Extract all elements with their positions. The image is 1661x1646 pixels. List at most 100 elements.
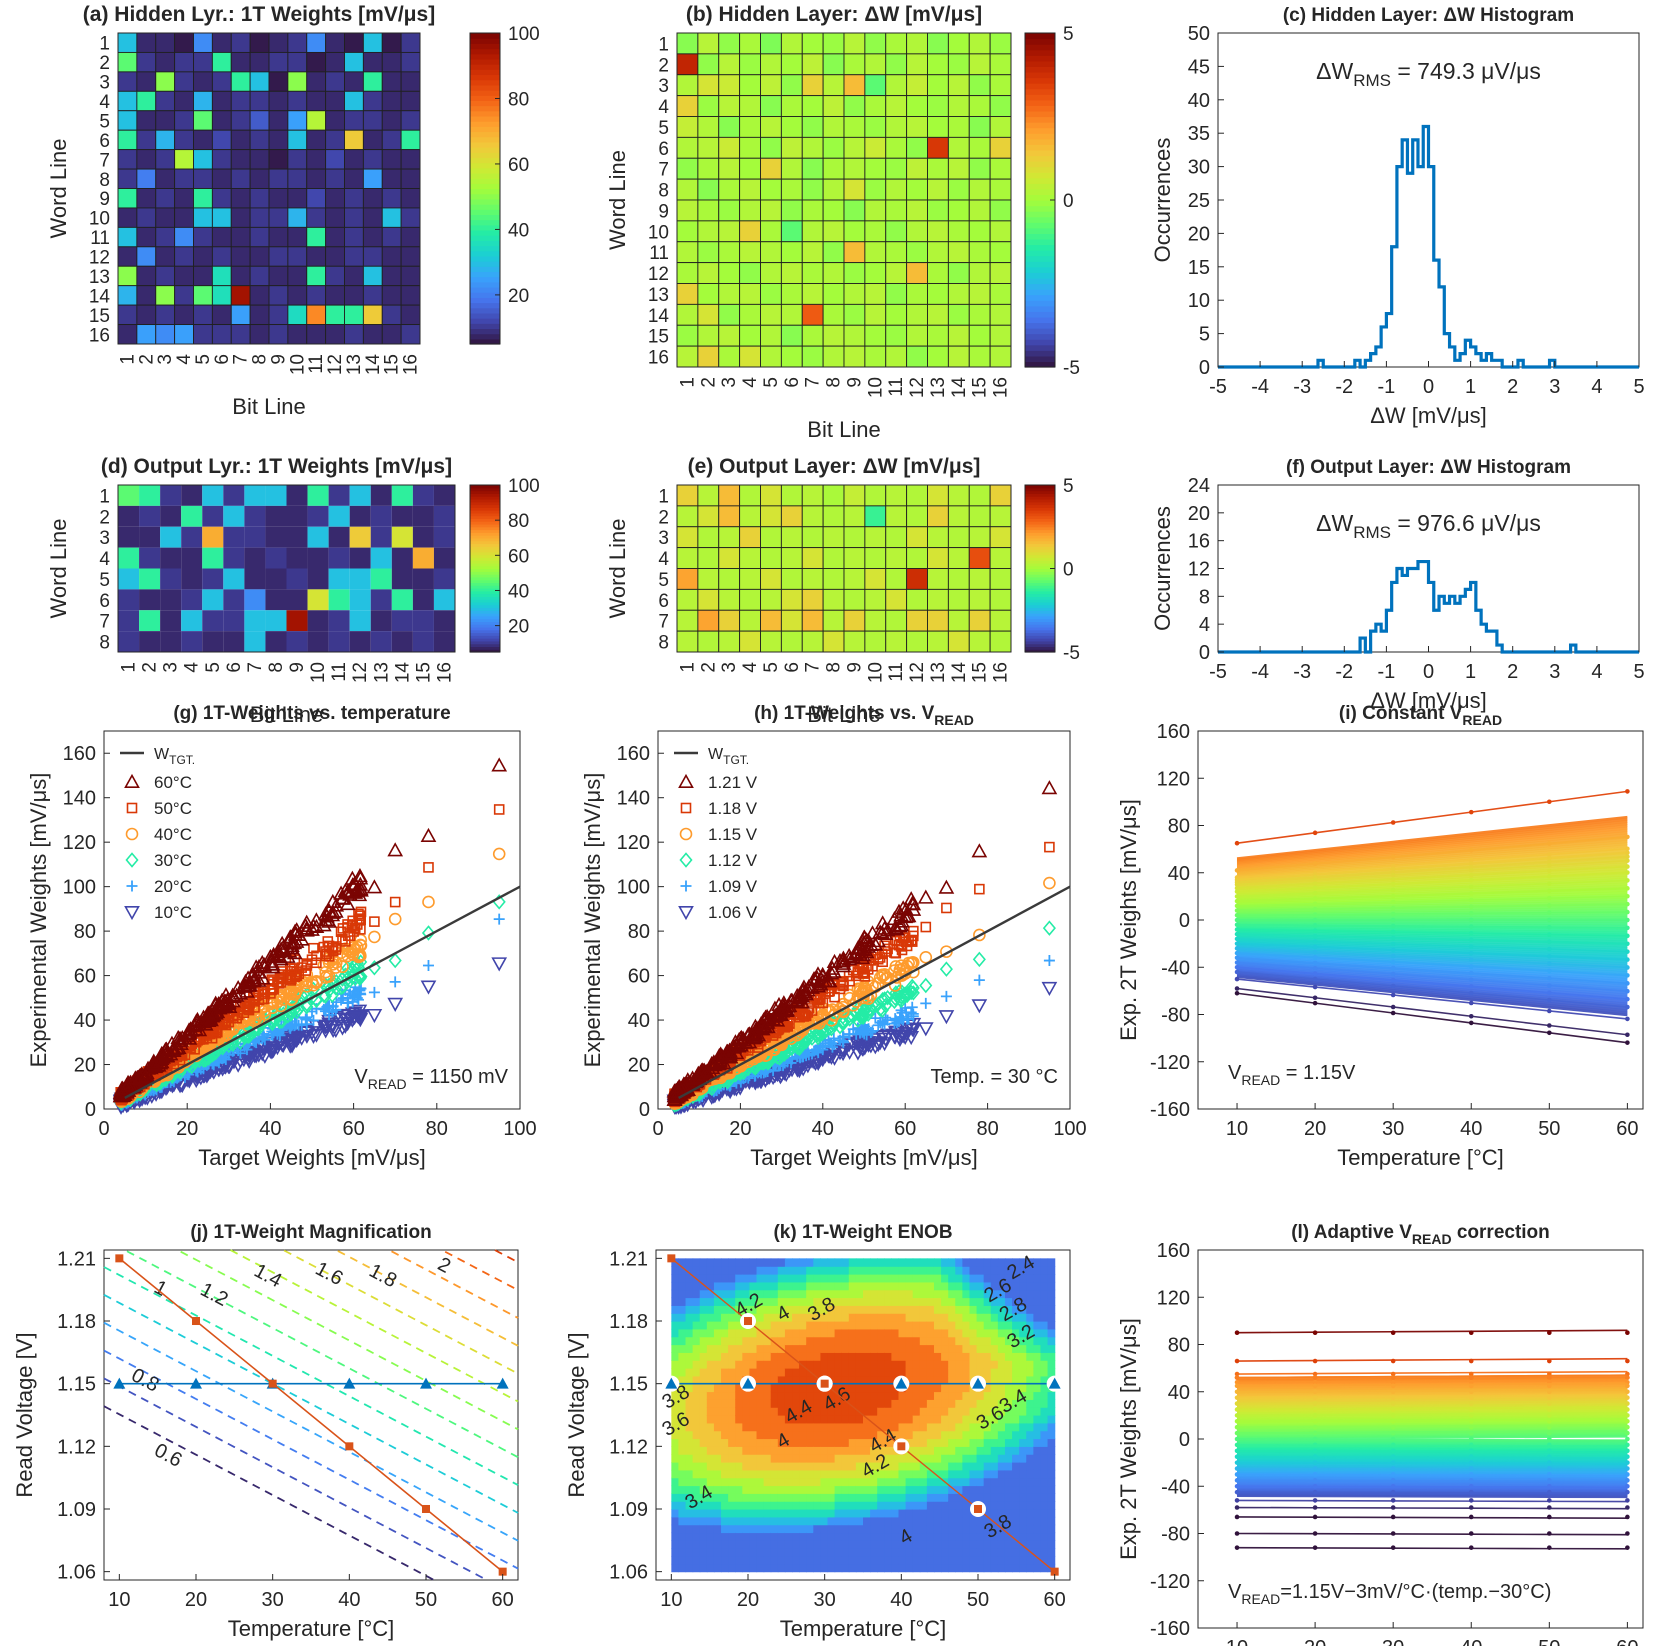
heatmap-cell bbox=[801, 262, 824, 284]
y-tick-label: 120 bbox=[617, 832, 650, 854]
heatmap-cell bbox=[223, 485, 245, 506]
heatmap-cell bbox=[362, 188, 383, 209]
heatmap-cell bbox=[822, 303, 845, 326]
heatmap-cell bbox=[202, 526, 224, 548]
colorbar-segment bbox=[470, 266, 500, 273]
colorbar-tick-label: 80 bbox=[508, 89, 529, 110]
trace-point bbox=[1312, 976, 1318, 982]
heatmap-cell bbox=[801, 157, 824, 180]
heatmap-cell bbox=[968, 136, 991, 159]
x-tick-label: -3 bbox=[1293, 661, 1311, 683]
x-tick-label: 4 bbox=[740, 662, 761, 673]
heatmap-cell bbox=[989, 241, 1012, 264]
trace-point bbox=[1547, 917, 1552, 923]
y-tick-label: 0 bbox=[85, 1099, 96, 1121]
heatmap-cell bbox=[193, 110, 213, 131]
heatmap-cell bbox=[117, 90, 138, 112]
data-point bbox=[348, 926, 359, 937]
axes-box bbox=[117, 484, 456, 653]
colorbar-segment bbox=[470, 515, 500, 519]
heatmap-cell bbox=[718, 95, 741, 117]
heatmap-cell bbox=[174, 265, 194, 287]
colorbar-segment bbox=[470, 162, 500, 169]
data-point bbox=[875, 1002, 889, 1018]
x-tick-label: 15 bbox=[382, 354, 403, 375]
heatmap-cell bbox=[117, 168, 138, 189]
heatmap-cell bbox=[325, 285, 345, 306]
heatmap-cell bbox=[822, 324, 845, 347]
trace-point bbox=[1312, 939, 1318, 944]
data-point bbox=[342, 992, 354, 1004]
heatmap-cell bbox=[230, 324, 251, 345]
heatmap-cell bbox=[223, 505, 245, 527]
heatmap-cell bbox=[136, 246, 157, 267]
y-tick-label: 120 bbox=[63, 832, 96, 854]
data-point bbox=[124, 773, 140, 789]
heatmap-cell bbox=[117, 246, 138, 267]
heatmap-cell bbox=[412, 589, 434, 611]
y-tick-label: 14 bbox=[89, 286, 111, 307]
colorbar-segment bbox=[1025, 188, 1055, 196]
heatmap-cell bbox=[864, 547, 887, 569]
heatmap-cell bbox=[265, 589, 287, 611]
colorbar-segment bbox=[1025, 355, 1055, 363]
heatmap-cell bbox=[676, 484, 699, 507]
colorbar-segment bbox=[470, 167, 500, 174]
x-tick-label: 0 bbox=[652, 1118, 663, 1140]
data-point bbox=[276, 1002, 290, 1019]
x-tick-label: 10 bbox=[865, 377, 886, 398]
heatmap-cell bbox=[328, 610, 350, 632]
colorbar-segment bbox=[1025, 599, 1055, 603]
heatmap-cell bbox=[230, 149, 251, 170]
heatmap-cell bbox=[801, 178, 824, 201]
colorbar-tick-label: -5 bbox=[1063, 643, 1080, 664]
data-point bbox=[265, 988, 276, 999]
trace-point bbox=[1547, 939, 1552, 945]
heatmap-cell bbox=[249, 71, 270, 92]
heatmap-cell bbox=[864, 484, 887, 507]
heatmap-cell bbox=[181, 505, 203, 527]
heatmap-cell bbox=[968, 220, 991, 243]
heatmap-cell bbox=[885, 547, 908, 569]
colorbar-segment bbox=[470, 95, 500, 101]
colorbar-segment bbox=[1025, 227, 1055, 234]
trace-point bbox=[1625, 949, 1630, 954]
x-tick-label: 0 bbox=[1423, 376, 1434, 398]
heatmap-cell bbox=[739, 505, 761, 528]
trace-point bbox=[1390, 947, 1396, 953]
y-axis-label: Word Line bbox=[605, 150, 630, 250]
colorbar-segment bbox=[1025, 624, 1055, 628]
heatmap-cell bbox=[265, 610, 287, 632]
heatmap-cell bbox=[760, 95, 782, 117]
data-point bbox=[897, 1030, 914, 1045]
trace-point bbox=[1547, 895, 1552, 901]
data-point bbox=[126, 880, 138, 892]
trace-point bbox=[1547, 903, 1552, 908]
colorbar-segment bbox=[470, 568, 500, 572]
heatmap-cell bbox=[181, 568, 203, 590]
heatmap-cell bbox=[155, 304, 176, 326]
x-tick-label: 14 bbox=[363, 354, 384, 376]
heatmap-cell bbox=[843, 283, 866, 305]
data-point bbox=[265, 1043, 282, 1059]
heatmap-cell bbox=[193, 188, 213, 209]
y-tick-label: 80 bbox=[628, 921, 650, 943]
heatmap-cell bbox=[739, 241, 761, 264]
heatmap-cell bbox=[381, 51, 402, 73]
heatmap-cell bbox=[676, 526, 699, 549]
heatmap-cell bbox=[843, 116, 866, 138]
heatmap-cell bbox=[381, 304, 402, 326]
colorbar-tick-label: 0 bbox=[1063, 560, 1074, 581]
heatmap-cell bbox=[676, 588, 699, 611]
heatmap-cell bbox=[947, 136, 970, 159]
trace-point bbox=[1312, 906, 1318, 912]
heatmap-cell bbox=[885, 95, 908, 117]
heatmap-cell bbox=[265, 485, 287, 506]
heatmap-cell bbox=[927, 74, 949, 97]
colorbar-segment bbox=[1025, 493, 1055, 497]
colorbar-segment bbox=[1025, 83, 1055, 90]
y-tick-label: 11 bbox=[649, 243, 669, 264]
trace-point bbox=[1625, 901, 1630, 907]
x-tick-label: 10 bbox=[308, 662, 329, 683]
x-tick-label: 10 bbox=[287, 354, 308, 375]
